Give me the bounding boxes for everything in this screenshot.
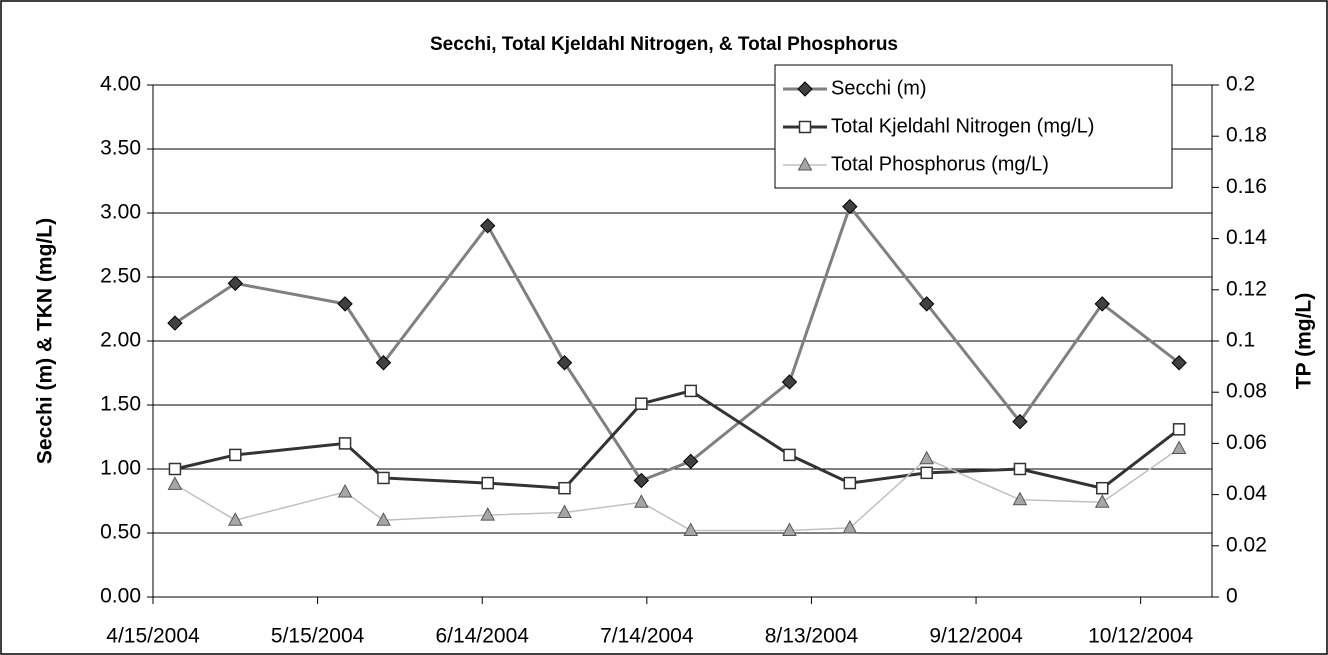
y-tick-label: 1.00 <box>100 457 141 480</box>
x-tick-label: 4/15/2004 <box>106 625 200 648</box>
y2-tick-label: 0 <box>1226 585 1238 608</box>
square-marker <box>1172 423 1186 436</box>
y-tick-label: 1.50 <box>100 393 141 416</box>
y2-tick-label: 0.14 <box>1226 226 1267 249</box>
square-marker <box>1096 481 1109 495</box>
y2-tick-label: 0.06 <box>1226 431 1267 454</box>
triangle-marker <box>683 522 699 536</box>
legend-label: Total Phosphorus (mg/L) <box>831 153 1049 175</box>
y-tick-label: 3.00 <box>100 201 141 224</box>
triangle-marker <box>557 504 572 519</box>
series <box>167 440 1187 536</box>
square-marker <box>684 384 697 398</box>
diamond-marker <box>227 275 244 292</box>
square-marker <box>843 476 857 490</box>
y-tick-label: 0.00 <box>100 585 141 608</box>
series <box>167 198 1187 489</box>
square-marker <box>229 448 242 462</box>
triangle-marker <box>167 476 183 490</box>
triangle-marker <box>1012 491 1028 506</box>
diamond-marker <box>167 315 183 331</box>
y2-tick-label: 0.16 <box>1226 175 1267 198</box>
y2-axis-title: TP (mg/L) <box>1293 293 1316 389</box>
x-tick-label: 6/14/2004 <box>436 625 530 648</box>
y-axis-title: Secchi (m) & TKN (mg/L) <box>34 218 57 464</box>
diamond-marker <box>842 198 858 215</box>
x-tick-label: 9/12/2004 <box>929 625 1023 648</box>
triangle-marker <box>227 512 243 526</box>
x-tick-label: 10/12/2004 <box>1088 625 1193 648</box>
diamond-marker <box>683 453 699 470</box>
diamond-marker <box>1012 413 1028 430</box>
square-marker <box>783 448 796 462</box>
x-tick-label: 5/15/2004 <box>271 625 365 648</box>
legend-label: Total Kjeldahl Nitrogen (mg/L) <box>831 115 1094 137</box>
y2-tick-label: 0.12 <box>1226 277 1267 300</box>
y2-tick-label: 0.08 <box>1226 380 1267 403</box>
triangle-marker <box>480 507 496 521</box>
diamond-marker <box>918 296 935 312</box>
diamond-marker <box>375 355 392 371</box>
y2-tick-label: 0.2 <box>1226 73 1255 96</box>
triangle-marker <box>1171 440 1187 455</box>
series-line <box>174 203 1180 483</box>
y2-tick-label: 0.04 <box>1226 482 1267 505</box>
legend-box <box>774 64 1173 189</box>
diamond-marker <box>633 472 650 489</box>
square-marker <box>920 466 933 480</box>
triangle-marker <box>919 450 935 465</box>
y2-tick-label: 0.1 <box>1226 329 1255 352</box>
triangle-marker <box>1094 494 1110 508</box>
diamond-marker <box>480 218 496 234</box>
diamond-marker <box>1171 355 1187 371</box>
series-line <box>174 389 1180 490</box>
triangle-marker <box>782 522 797 536</box>
diamond-marker <box>556 355 573 371</box>
square-marker <box>377 471 390 485</box>
y-tick-label: 3.50 <box>100 137 141 160</box>
legend-marker <box>797 156 813 171</box>
square-marker <box>635 397 648 410</box>
triangle-marker <box>842 519 858 534</box>
legend-label: Secchi (m) <box>831 77 927 99</box>
y-tick-label: 0.50 <box>100 521 141 544</box>
square-marker <box>1013 462 1027 476</box>
triangle-marker <box>337 483 353 498</box>
triangle-marker <box>376 512 391 526</box>
y2-tick-label: 0.18 <box>1226 124 1267 147</box>
legend-marker <box>798 120 812 134</box>
chart-title: Secchi, Total Kjeldahl Nitrogen, & Total… <box>430 34 898 55</box>
triangle-marker <box>634 494 649 508</box>
y-tick-label: 2.50 <box>100 265 141 288</box>
diamond-marker <box>781 374 798 390</box>
square-marker <box>338 437 352 450</box>
square-marker <box>168 462 182 476</box>
diamond-marker <box>337 296 353 312</box>
x-tick-label: 7/14/2004 <box>600 625 694 648</box>
legend-marker <box>797 81 813 97</box>
y-tick-label: 4.00 <box>100 73 141 96</box>
y-tick-label: 2.00 <box>100 329 141 352</box>
square-marker <box>558 481 571 495</box>
x-tick-label: 8/13/2004 <box>765 625 859 648</box>
series <box>168 384 1186 495</box>
square-marker <box>481 476 494 490</box>
y2-tick-label: 0.02 <box>1226 533 1267 556</box>
diamond-marker <box>1094 296 1110 312</box>
